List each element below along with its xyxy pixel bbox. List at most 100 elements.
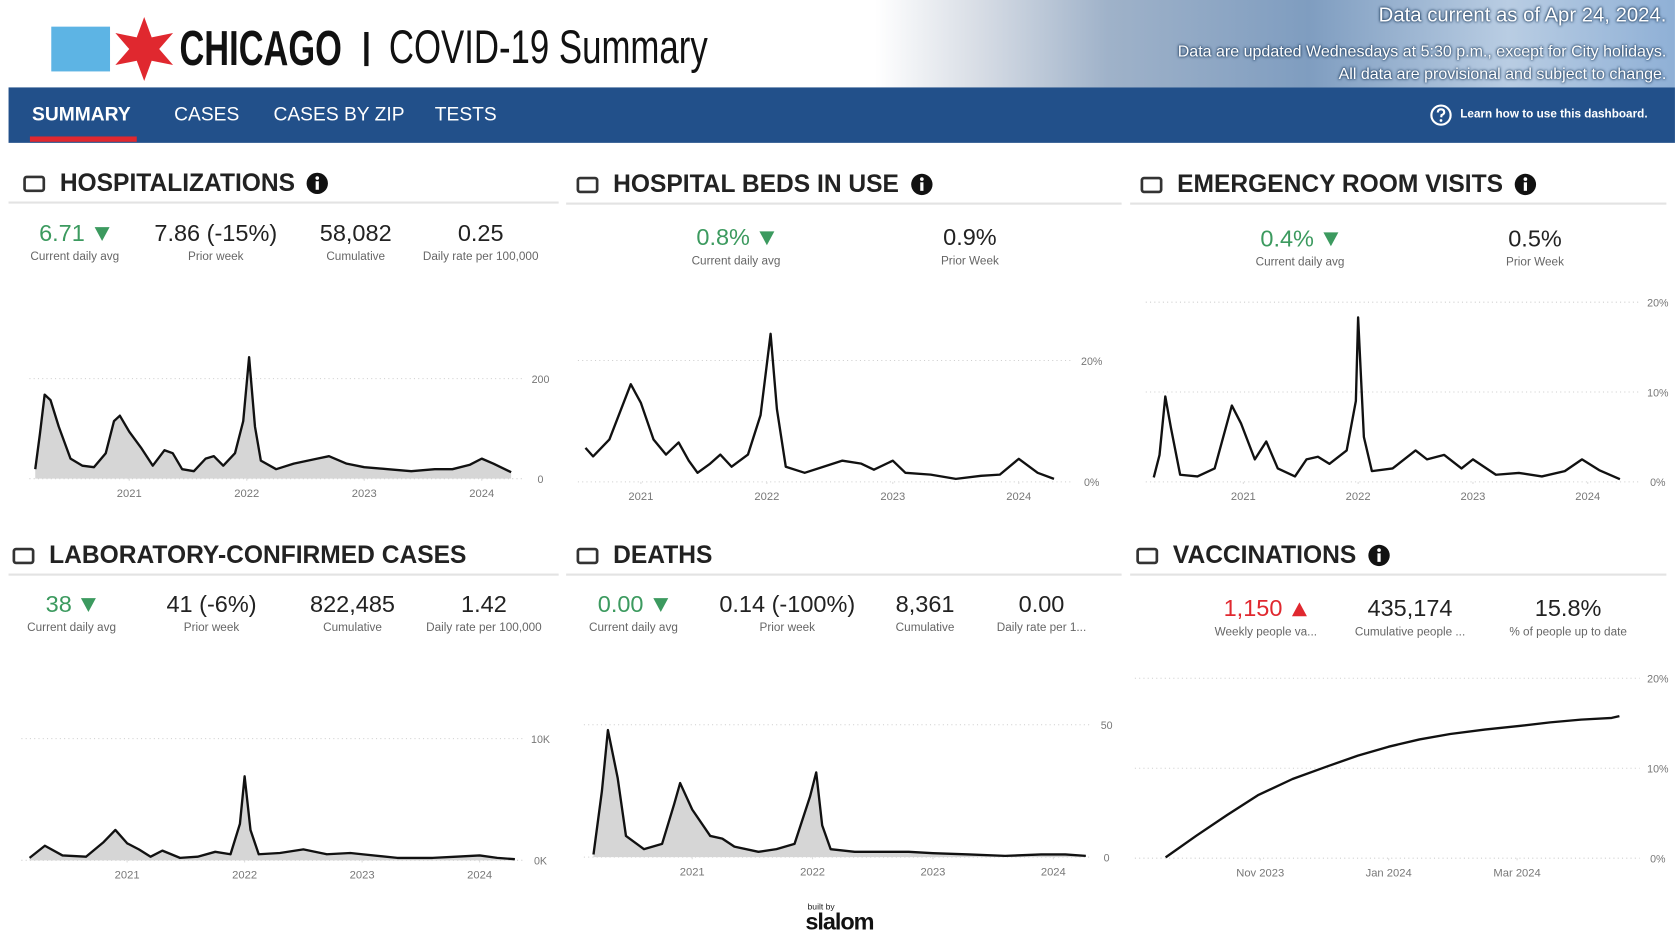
x-tick-label: 2021 <box>1231 491 1256 503</box>
area <box>29 776 515 861</box>
info-dot <box>919 176 924 181</box>
stat-number: 0.8% <box>696 223 750 251</box>
trend-arrow <box>759 231 775 246</box>
built-by: built by <box>807 901 835 912</box>
stat-label: Cumulative people ... <box>1354 625 1466 639</box>
x-tick-label: 2021 <box>628 491 653 503</box>
y-tick-label: 10% <box>1647 387 1669 399</box>
logo-star <box>115 17 174 82</box>
stat-number: 15.8% <box>1534 594 1602 622</box>
panel-icon <box>23 175 46 192</box>
stat-value: 41 (-6%) <box>166 591 256 619</box>
info-dot <box>1523 176 1528 181</box>
nav-tab[interactable]: CASES <box>174 103 240 125</box>
info-stem <box>1377 552 1381 562</box>
x-tick-label: 2021 <box>117 488 142 500</box>
header <box>8 0 1675 88</box>
data-current: Data current as of Apr 24, 2024. <box>1378 4 1667 27</box>
x-tick-label: 2022 <box>754 491 779 503</box>
info-icon[interactable] <box>1367 543 1391 566</box>
update-note: Data are updated Wednesdays at 5:30 p.m.… <box>1177 42 1667 61</box>
title: COVID-19 Summary <box>388 21 708 74</box>
stat-value: 0.8% <box>696 224 775 252</box>
x-tick-label: 2024 <box>1041 866 1066 878</box>
stat-number: 0.9% <box>943 223 997 251</box>
stat-number: 0.5% <box>1508 224 1562 252</box>
icon-shape <box>576 176 599 193</box>
arrow <box>81 598 97 612</box>
stat-label: Current daily avg <box>27 621 116 635</box>
panel-title: DEATHS <box>613 540 713 569</box>
panel-title: LABORATORY-CONFIRMED CASES <box>49 540 467 569</box>
x-tick-label: 2022 <box>234 488 259 500</box>
stat-value: 0.00 <box>598 591 669 619</box>
icon-shape <box>12 547 35 564</box>
nav-tab[interactable]: CASES BY ZIP <box>273 103 405 125</box>
nav-tab[interactable]: SUMMARY <box>32 103 131 125</box>
stat-value: 8,361 <box>896 591 955 619</box>
stat-number: 41 (-6%) <box>166 590 257 618</box>
x-tick-label: 2023 <box>880 491 905 503</box>
y-tick-label: 0% <box>1650 853 1666 865</box>
stat-value: 0.4% <box>1260 225 1339 253</box>
icon-shape <box>576 547 599 564</box>
y-tick-label: 10K <box>531 734 550 746</box>
nav-tab[interactable]: TESTS <box>434 103 497 125</box>
panel-title-row: HOSPITAL BEDS IN USE <box>575 170 933 199</box>
line <box>1152 316 1621 481</box>
stat-value: 0.14 (-100%) <box>719 591 855 619</box>
x-tick-label: 2023 <box>352 488 377 500</box>
stat-value: 38 <box>46 591 98 619</box>
nav-bar <box>8 87 1675 143</box>
stat-label: Cumulative <box>895 621 955 635</box>
x-tick-label: 2023 <box>920 866 945 878</box>
trend-arrow <box>81 598 97 612</box>
y-tick-label: 200 <box>532 374 550 386</box>
info-icon[interactable] <box>1514 172 1538 195</box>
stat-label: Current daily avg <box>589 621 678 635</box>
stat-number: 822,485 <box>310 590 395 618</box>
panel-title-row: LABORATORY-CONFIRMED CASES <box>11 541 467 570</box>
panel-title-row: DEATHS <box>575 540 713 570</box>
help-icon[interactable] <box>1429 103 1453 126</box>
x-tick-label: 2024 <box>1575 491 1600 503</box>
help-link[interactable]: Learn how to use this dashboard. <box>1460 107 1648 121</box>
stat-label: Cumulative <box>323 621 382 635</box>
stat-label: Current daily avg <box>30 250 120 264</box>
stat-number: 0.4% <box>1260 224 1314 252</box>
provisional-note: All data are provisional and subject to … <box>1338 65 1667 84</box>
panel-title-row: EMERGENCY ROOM VISITS <box>1139 170 1537 199</box>
arrow <box>759 231 775 246</box>
x-tick-label: 2023 <box>350 869 375 881</box>
panel-title: EMERGENCY ROOM VISITS <box>1177 169 1503 198</box>
y-tick-label: 20% <box>1647 297 1669 309</box>
stat-number: 6.71 <box>39 219 85 247</box>
x-tick-label: 2022 <box>800 866 825 878</box>
stat-value: 1,150 <box>1224 595 1308 623</box>
icon-shape <box>1140 176 1163 193</box>
stat-number: 58,082 <box>319 219 392 247</box>
y-tick-label: 0K <box>534 856 547 868</box>
stat-label: Current daily avg <box>1255 255 1345 269</box>
stat-number: 0.25 <box>457 219 504 247</box>
arrow <box>1292 602 1307 617</box>
info-icon[interactable] <box>910 172 934 195</box>
x-tick-label: 2024 <box>469 488 494 500</box>
icon-shape <box>1136 547 1159 564</box>
stat-value: 7.86 (-15%) <box>154 220 277 248</box>
info-stem <box>919 181 923 191</box>
stat-label: % of people up to date <box>1509 625 1627 639</box>
separator <box>364 31 369 67</box>
stat-value: 435,174 <box>1368 595 1453 623</box>
arrow <box>653 598 669 612</box>
stat-label: Current daily avg <box>691 254 781 268</box>
x-tick-label: Nov 2023 <box>1236 867 1284 879</box>
info-icon[interactable] <box>306 171 330 194</box>
x-tick-label: 2021 <box>680 866 705 878</box>
panel-title: HOSPITALIZATIONS <box>59 168 296 197</box>
icon-shape <box>23 175 46 192</box>
stat-value: 0.25 <box>458 220 504 248</box>
stat-value: 0.00 <box>1019 591 1065 619</box>
panel-title-row: VACCINATIONS <box>1134 541 1390 570</box>
arrow <box>1323 232 1339 247</box>
